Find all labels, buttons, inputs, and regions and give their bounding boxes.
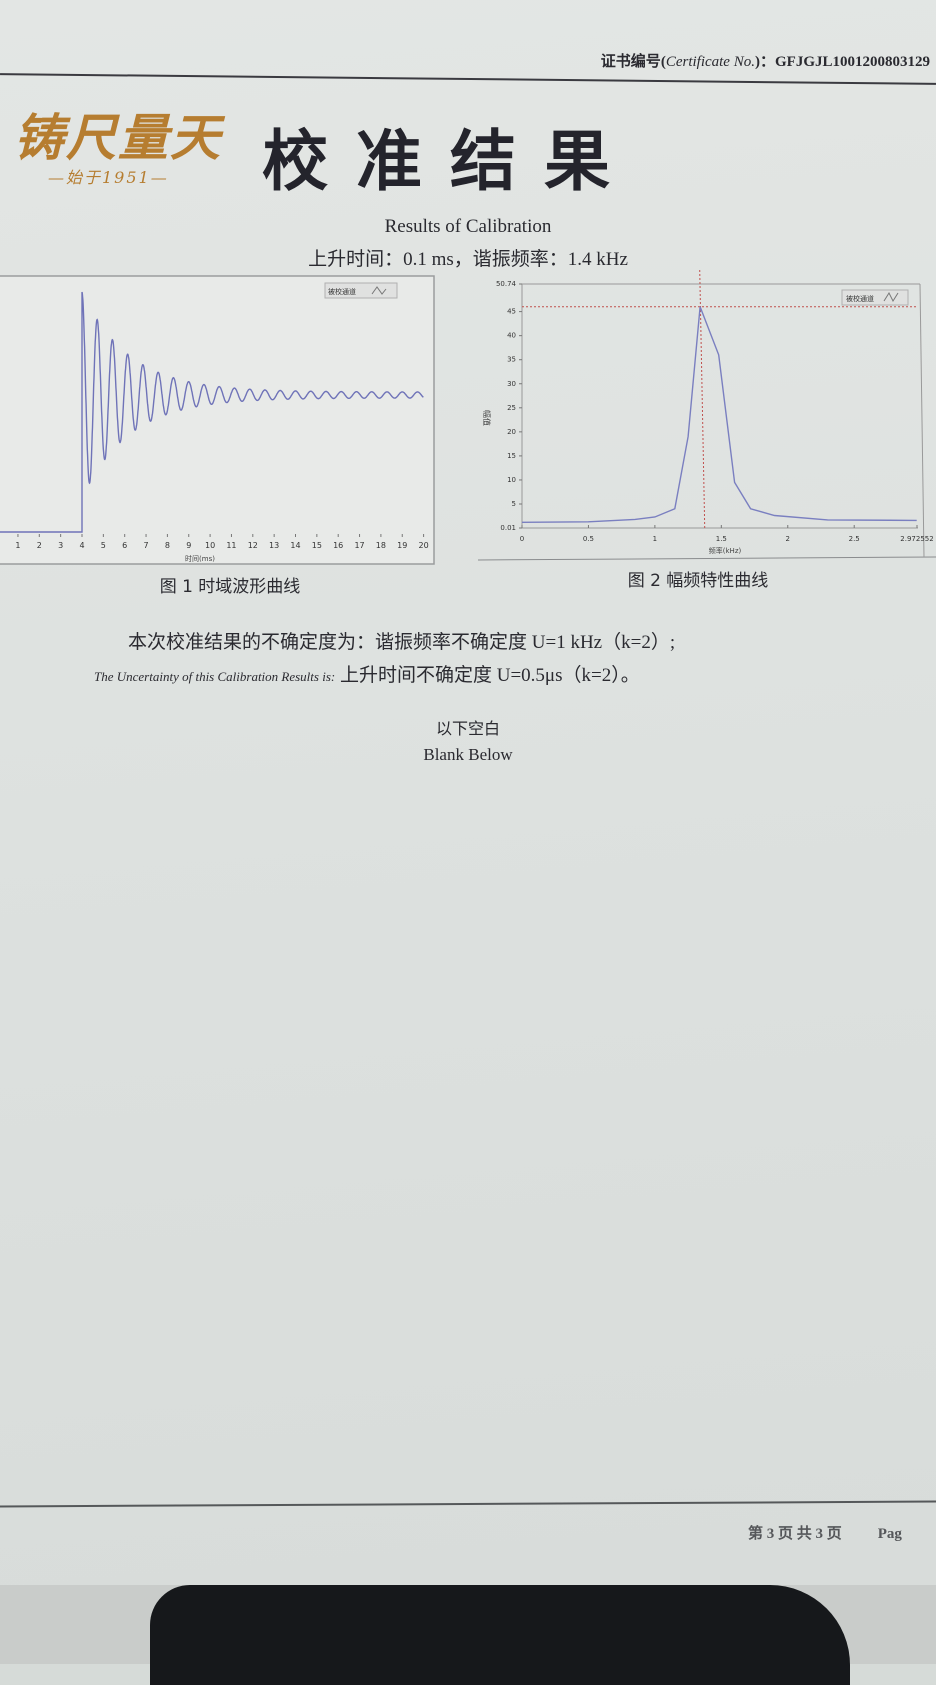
blank-below-en: Blank Below [423,745,513,764]
chart2-y-tick-label: 0.01 [500,524,516,532]
chart1-series-line [0,291,424,533]
charts: 被校通道 1 2 3 4 5 6 7 8 9 10 11 12 13 14 15 16 17 18 19 20 时间(… [0,270,936,565]
chart1-x-tick-label: 3 [58,541,63,550]
chart1-legend [324,282,398,299]
chart1-x-tick-label: 13 [269,541,279,550]
chart1-x-tick-label: 20 [419,541,429,550]
chart2-x-tick-label: 0 [520,535,524,543]
chart2-cursor-vertical [699,270,706,529]
chart2-x-tick-label: 2.5 [849,535,860,543]
chart1-x-tick-label: 7 [144,541,149,550]
chart2-ylabel: 幅值 [482,410,492,426]
time-domain-chart: 被校通道 1 2 3 4 5 6 7 8 9 10 11 12 13 14 15 16 17 18 19 20 时间(… [0,275,435,565]
certificate-page: 证书编号(Certificate No.)：GFJGJL100120080312… [0,0,936,1590]
dark-object [150,1585,850,1685]
blank-below-cn: 以下空白 [435,719,500,738]
chart2-y-tick-label: 30 [507,380,516,388]
chart2-plot-right [919,283,925,558]
chart1-xlabel: 时间(ms) [185,554,215,563]
subtitle-en: Results of Calibration [384,216,552,237]
chart1-x-tick-label: 16 [333,541,343,550]
figure2-caption: 图 2 幅频特性曲线 [627,571,769,591]
chart1-x-tick-label: 5 [101,541,106,550]
chart2-y-tick-label: 25 [507,404,516,412]
chart1-x-tick-label: 1 [15,541,20,550]
chart2-series-line [521,306,917,523]
chart1-x-tick-label: 14 [290,541,300,550]
chart2-y-tick-label: 35 [507,356,516,364]
chart2-legend-swatch-icon [883,291,899,303]
chart1-x-tick-label: 2 [37,541,42,550]
footer-divider [0,1500,936,1507]
chart2-x-tick-label: 2 [786,535,790,543]
uncertainty-line-1: 本次校准结果的不确定度为：谐振频率不确定度 U=1 kHz（k=2）; [128,632,676,653]
chart1-x-tick-label: 9 [186,541,191,550]
chart2-y-tick-label: 15 [507,452,516,460]
chart1-x-tick-label: 4 [79,541,84,550]
certificate-number: 证书编号(Certificate No.)：GFJGJL100120080312… [600,54,930,70]
chart1-x-tick-label: 12 [248,541,258,550]
chart2-x-tick-label: 2.972552 [900,535,933,543]
chart2-frame-bottom [477,556,936,561]
uncertainty-line-2: The Uncertainty of this Calibration Resu… [94,665,640,686]
logo-since: —始于1951— [48,168,169,187]
chart2-x-tick-label: 1 [653,535,657,543]
chart1-legend-label: 被校通道 [328,287,356,296]
background-surface [0,1585,936,1685]
chart1-frame [0,275,435,565]
header-divider [0,73,936,85]
chart1-x-tick-label: 10 [205,541,215,550]
chart1-x-tick-label: 6 [122,541,127,550]
chart1-x-tick-label: 11 [226,541,236,550]
chart2-y-tick-label: 45 [507,308,516,316]
chart2-y-tick-label: 20 [507,428,516,436]
chart2-x-tick-label: 1.5 [716,535,727,543]
amplitude-frequency-chart: 被校通道 0 0.5 1 1.5 2 2.5 2.972552 0.01 5 10 15 20 25 30… [477,270,936,561]
figure1-caption: 图 1 时域波形曲线 [159,577,301,597]
chart1-x-tick-label: 19 [397,541,407,550]
chart1-legend-swatch-icon [371,286,387,295]
chart2-y-tick-label: 40 [507,332,516,340]
chart1-x-tick-label: 15 [312,541,322,550]
chart2-legend-label: 被校通道 [846,294,874,303]
chart2-y-tick-label: 50.74 [496,280,517,288]
chart2-xlabel: 频率(kHz) [709,546,742,555]
chart1-x-tick-label: 17 [354,541,364,550]
chart2-x-tick-label: 0.5 [583,535,594,543]
chart2-legend [841,289,909,306]
chart2-y-tick-label: 5 [512,500,516,508]
subtitle-cn: 上升时间：0.1 ms，谐振频率：1.4 kHz [308,249,628,270]
page-title: 校准结果 [262,123,638,200]
chart1-x-tick-label: 8 [165,541,170,550]
logo: 铸尺量天 [14,108,222,167]
page-number: 第 3 页 共 3 页 Pag [748,1526,902,1542]
chart2-y-tick-label: 10 [507,476,516,484]
chart1-x-tick-label: 18 [376,541,386,550]
